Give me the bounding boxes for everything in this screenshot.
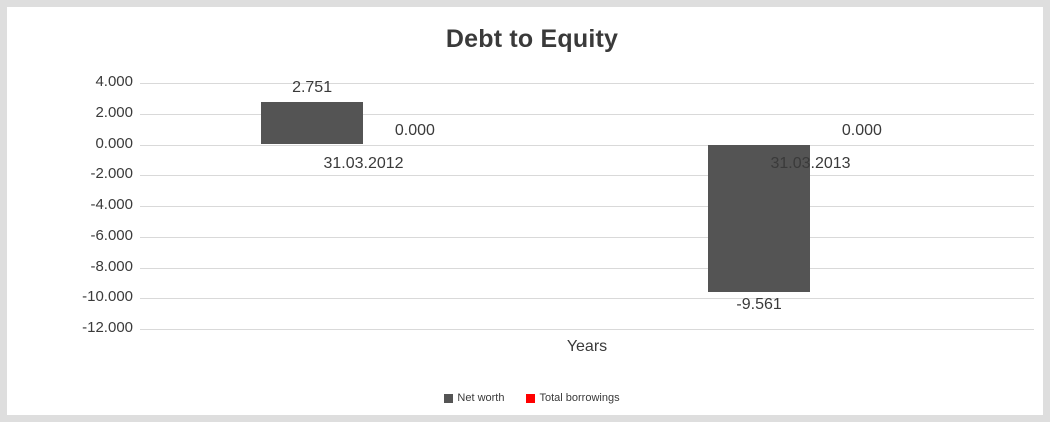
- legend-swatch-icon: [526, 393, 536, 403]
- chart-canvas: Debt to Equity Amt in Millions 4.0002.00…: [7, 7, 1043, 415]
- y-axis-tick-label: -6.000: [90, 226, 133, 244]
- gridline: [140, 298, 1034, 300]
- gridline: [140, 206, 1034, 207]
- gridline: [140, 144, 1034, 146]
- x-axis-category-label: 31.03.2013: [770, 154, 851, 172]
- legend-item[interactable]: Net worth: [444, 392, 504, 404]
- y-axis-tick-labels: 4.000 2.000 0.000 -2.000 -4.000 -6.000 -8.000 -…: [7, 73, 133, 336]
- legend-label: Net worth: [457, 392, 505, 404]
- bar-net-worth[interactable]: [707, 144, 811, 292]
- legend-swatch-icon: [444, 393, 454, 403]
- y-axis-tick-label: 4.000: [95, 73, 133, 90]
- chart-legend: Net worth Total borrowings: [7, 392, 1043, 404]
- gridline: [140, 113, 1034, 115]
- data-label: 0.000: [394, 121, 435, 139]
- y-axis-tick-label: -2.000: [90, 165, 133, 183]
- data-label: -9.561: [736, 295, 782, 313]
- gridline: [140, 267, 1034, 269]
- y-axis-tick-label: -8.000: [90, 257, 133, 275]
- x-axis-title: Years: [566, 338, 608, 355]
- plot-area: [140, 83, 1034, 330]
- legend-label: Total borrowings: [539, 392, 620, 404]
- gridline: [140, 329, 1034, 330]
- y-axis-tick-label: 0.000: [95, 134, 133, 152]
- y-axis-tick-label: -4.000: [90, 196, 133, 213]
- data-label: 2.751: [292, 79, 333, 97]
- gridline: [140, 236, 1034, 238]
- y-axis-tick-label: -12.000: [82, 319, 133, 336]
- y-axis-tick-label: 2.000: [95, 103, 133, 121]
- legend-item[interactable]: Total borrowings: [526, 392, 620, 404]
- y-axis-tick-label: -10.000: [82, 288, 133, 306]
- chart-title: Debt to Equity: [445, 25, 619, 53]
- x-axis-category-label: 31.03.2012: [323, 154, 404, 172]
- gridline: [140, 83, 1034, 84]
- bar-net-worth[interactable]: [260, 102, 364, 145]
- data-label: 0.000: [841, 121, 882, 139]
- gridline: [140, 175, 1034, 177]
